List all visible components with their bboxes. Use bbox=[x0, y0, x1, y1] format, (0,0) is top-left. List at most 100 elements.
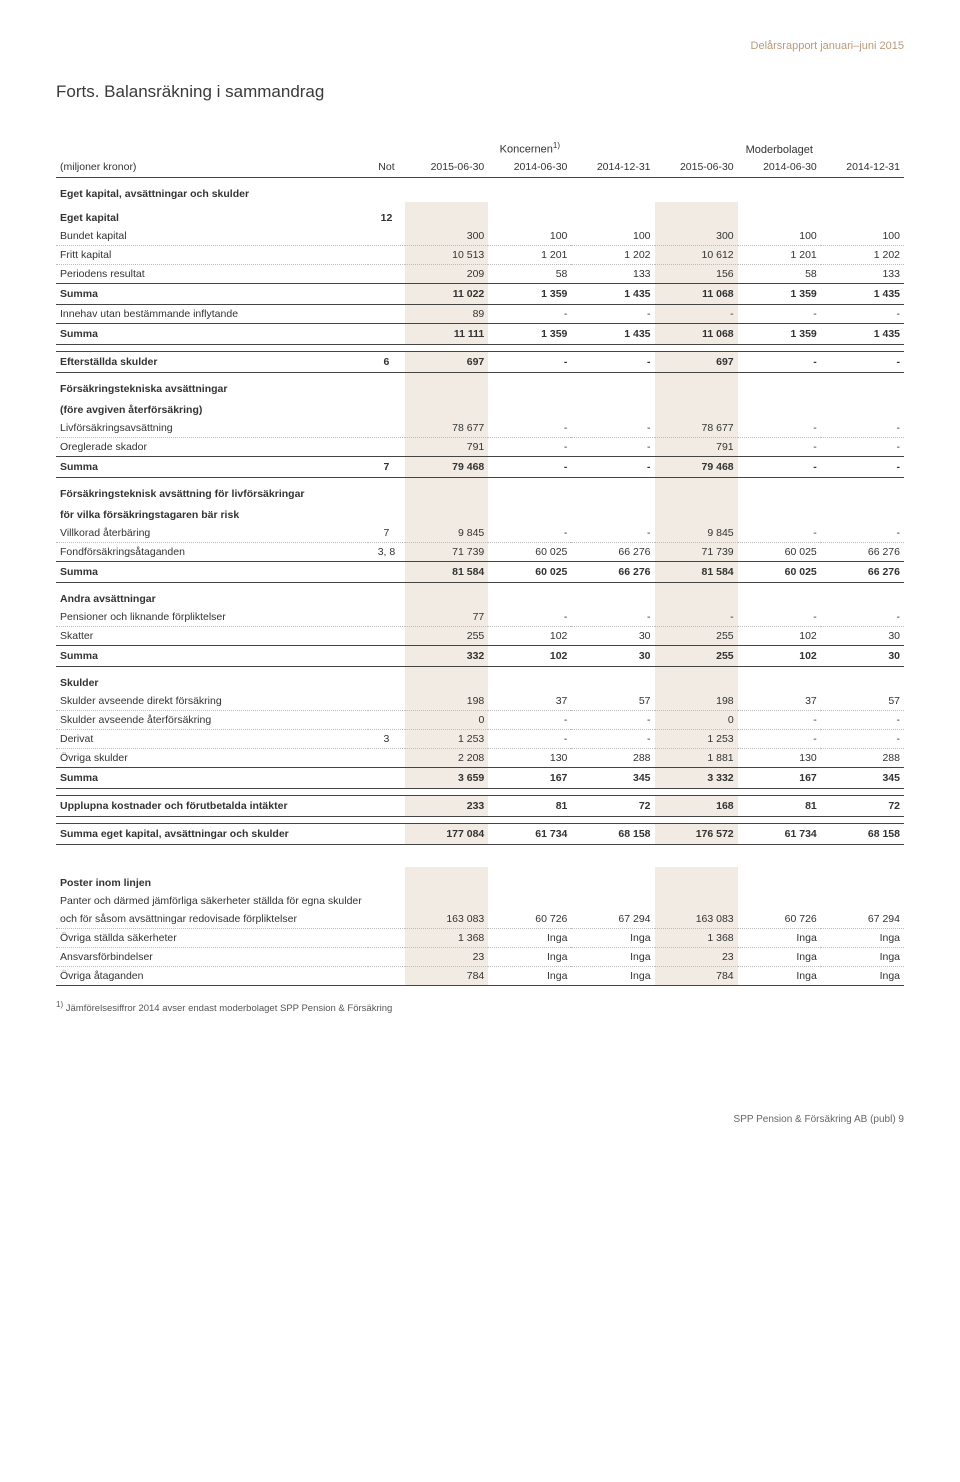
row-label: Derivat bbox=[56, 729, 368, 748]
cell: Inga bbox=[821, 966, 904, 985]
cell: Inga bbox=[738, 966, 821, 985]
cell: 100 bbox=[821, 227, 904, 246]
cell: - bbox=[821, 710, 904, 729]
cell: 72 bbox=[571, 795, 654, 816]
cell: 345 bbox=[571, 767, 654, 788]
cell: 255 bbox=[655, 626, 738, 645]
cell: 102 bbox=[738, 626, 821, 645]
cell: Inga bbox=[821, 928, 904, 947]
cell: - bbox=[738, 608, 821, 627]
cell: 1 202 bbox=[571, 245, 654, 264]
cell: - bbox=[488, 729, 571, 748]
cell: - bbox=[488, 524, 571, 543]
cell: 23 bbox=[405, 947, 488, 966]
cell: - bbox=[571, 419, 654, 438]
cell: 9 845 bbox=[405, 524, 488, 543]
summa-label: Summa bbox=[56, 283, 368, 304]
cell: 57 bbox=[571, 692, 654, 711]
row-label: Bundet kapital bbox=[56, 227, 368, 246]
cell: 2 208 bbox=[405, 748, 488, 767]
cell: - bbox=[571, 524, 654, 543]
cell: 61 734 bbox=[738, 823, 821, 844]
cell: - bbox=[655, 608, 738, 627]
footnote: 1) Jämförelsesiffror 2014 avser endast m… bbox=[56, 1000, 904, 1014]
cell: 68 158 bbox=[821, 823, 904, 844]
date-col: 2014-12-31 bbox=[571, 158, 654, 178]
cell: 1 202 bbox=[821, 245, 904, 264]
section-heading: Skulder bbox=[56, 666, 368, 692]
not-cell: 7 bbox=[368, 456, 405, 477]
cell: 784 bbox=[655, 966, 738, 985]
not-header: Not bbox=[368, 158, 405, 178]
summa-label: Summa bbox=[56, 456, 368, 477]
cell: Inga bbox=[571, 966, 654, 985]
cell: 79 468 bbox=[655, 456, 738, 477]
cell: 100 bbox=[488, 227, 571, 246]
cell: Inga bbox=[738, 947, 821, 966]
cell: - bbox=[571, 304, 654, 323]
row-label: Skatter bbox=[56, 626, 368, 645]
cell: - bbox=[738, 351, 821, 372]
not-cell: 6 bbox=[368, 351, 405, 372]
cell: 66 276 bbox=[821, 561, 904, 582]
cell: 167 bbox=[738, 767, 821, 788]
cell: 67 294 bbox=[571, 910, 654, 929]
cell: 100 bbox=[571, 227, 654, 246]
cell: 81 bbox=[488, 795, 571, 816]
cell: 89 bbox=[405, 304, 488, 323]
cell: 1 881 bbox=[655, 748, 738, 767]
cell: 60 025 bbox=[488, 561, 571, 582]
cell: 30 bbox=[571, 645, 654, 666]
cell: 67 294 bbox=[821, 910, 904, 929]
cell: Inga bbox=[738, 928, 821, 947]
cell: 30 bbox=[821, 626, 904, 645]
cell: 79 468 bbox=[405, 456, 488, 477]
cell: 1 435 bbox=[821, 323, 904, 344]
cell: - bbox=[821, 351, 904, 372]
cell: 163 083 bbox=[405, 910, 488, 929]
col-group-moderbolaget: Moderbolaget bbox=[655, 138, 904, 158]
cell: 168 bbox=[655, 795, 738, 816]
cell: 11 022 bbox=[405, 283, 488, 304]
cell: 37 bbox=[488, 692, 571, 711]
row-label: Oreglerade skador bbox=[56, 437, 368, 456]
cell: 11 111 bbox=[405, 323, 488, 344]
cell: 9 845 bbox=[655, 524, 738, 543]
cell: Inga bbox=[488, 928, 571, 947]
report-period-label: Delårsrapport januari–juni 2015 bbox=[56, 40, 904, 52]
cell: 78 677 bbox=[405, 419, 488, 438]
row-label: Upplupna kostnader och förutbetalda intä… bbox=[56, 795, 368, 816]
cell: 1 435 bbox=[571, 323, 654, 344]
cell: - bbox=[821, 419, 904, 438]
cell: 58 bbox=[738, 264, 821, 283]
cell: 66 276 bbox=[571, 542, 654, 561]
not-cell: 3, 8 bbox=[368, 542, 405, 561]
section-heading: Eget kapital bbox=[56, 202, 368, 227]
cell: - bbox=[821, 437, 904, 456]
section-heading: Poster inom linjen bbox=[56, 867, 368, 892]
cell: - bbox=[738, 524, 821, 543]
summa-label: Summa bbox=[56, 767, 368, 788]
date-col: 2014-06-30 bbox=[738, 158, 821, 178]
cell: 255 bbox=[405, 626, 488, 645]
cell: Inga bbox=[571, 928, 654, 947]
row-label: Skulder avseende direkt försäkring bbox=[56, 692, 368, 711]
cell: 177 084 bbox=[405, 823, 488, 844]
page-footer: SPP Pension & Försäkring AB (publ) 9 bbox=[56, 1114, 904, 1125]
row-label: Livförsäkringsavsättning bbox=[56, 419, 368, 438]
cell: - bbox=[488, 710, 571, 729]
cell: - bbox=[738, 419, 821, 438]
cell: 11 068 bbox=[655, 323, 738, 344]
cell: - bbox=[488, 304, 571, 323]
row-label: Fondförsäkringsåtaganden bbox=[56, 542, 368, 561]
cell: 60 726 bbox=[738, 910, 821, 929]
page-title: Forts. Balansräkning i sammandrag bbox=[56, 82, 904, 102]
total-label: Summa eget kapital, avsättningar och sku… bbox=[56, 823, 368, 844]
row-label: Pensioner och liknande förpliktelser bbox=[56, 608, 368, 627]
cell: - bbox=[738, 304, 821, 323]
cell: Inga bbox=[488, 966, 571, 985]
balance-sheet-table: Koncernen1) Moderbolaget (miljoner krono… bbox=[56, 138, 904, 986]
cell: 81 584 bbox=[655, 561, 738, 582]
cell: 130 bbox=[738, 748, 821, 767]
cell: - bbox=[738, 710, 821, 729]
